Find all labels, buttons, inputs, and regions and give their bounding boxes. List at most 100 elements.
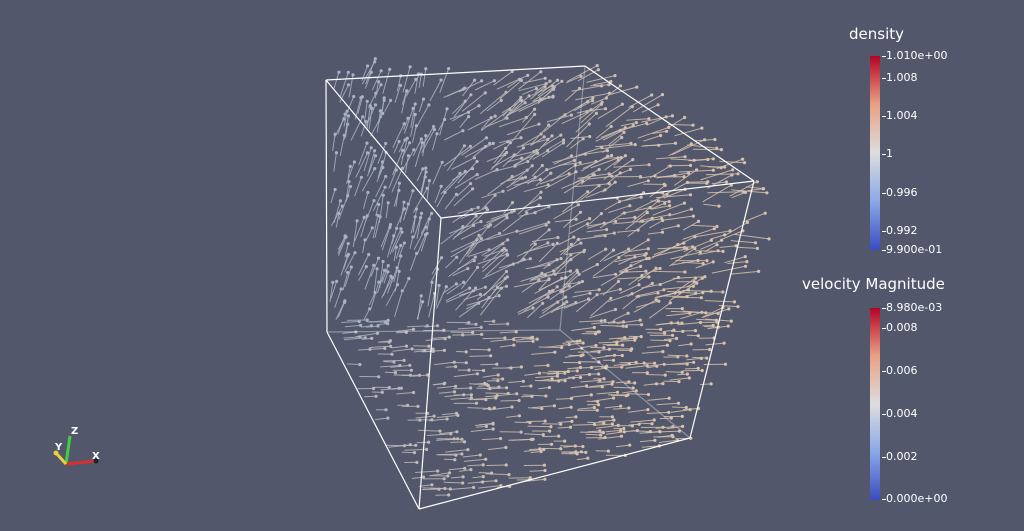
velocity-glyph — [600, 144, 636, 150]
velocity-glyph-head — [493, 114, 497, 118]
velocity-glyph — [450, 243, 474, 258]
velocity-glyph — [340, 255, 349, 276]
velocity-glyph — [370, 258, 379, 277]
velocity-glyph-head — [442, 477, 446, 481]
velocity-glyph-head — [684, 405, 688, 410]
velocity-glyph — [368, 108, 373, 130]
velocity-glyph — [617, 216, 635, 220]
velocity-glyph — [553, 204, 579, 220]
velocity-glyph-head — [389, 98, 393, 102]
velocity-glyph — [403, 118, 409, 130]
velocity-glyph — [635, 193, 668, 211]
velocity-glyph — [633, 94, 663, 113]
velocity-glyph — [594, 367, 606, 371]
velocity-glyph — [442, 283, 457, 295]
velocity-glyph — [529, 229, 550, 247]
velocity-glyph-head — [483, 91, 487, 95]
velocity-glyph-head — [596, 399, 600, 404]
velocity-glyph — [379, 152, 387, 175]
velocity-glyph — [381, 265, 389, 283]
velocity-glyph — [670, 251, 701, 260]
velocity-glyph — [432, 133, 438, 151]
velocity-glyph-head — [439, 78, 443, 82]
velocity-glyph-head — [476, 205, 480, 210]
velocity-glyph — [517, 296, 549, 314]
orientation-axes-glyph — [53, 435, 99, 466]
velocity-glyph-head — [523, 101, 527, 105]
velocity-glyph-head — [388, 67, 392, 71]
velocity-glyph-head — [553, 350, 557, 354]
velocity-glyph — [530, 451, 542, 454]
velocity-glyph-head — [543, 419, 547, 423]
velocity-glyph-head — [658, 282, 662, 287]
velocity-glyph-head — [640, 219, 645, 223]
velocity-glyph-head — [430, 280, 434, 284]
velocity-glyph-head — [596, 68, 601, 72]
velocity-glyph-head — [421, 167, 425, 171]
velocity-glyph-head — [481, 475, 485, 479]
velocity-glyph-head — [540, 163, 544, 168]
velocity-glyph-head — [639, 264, 643, 268]
velocity-glyph-head — [393, 371, 397, 375]
velocity-glyph — [379, 340, 391, 343]
velocity-glyph — [360, 121, 367, 137]
velocity-glyph-head — [503, 336, 507, 340]
velocity-glyph-head — [587, 297, 591, 301]
velocity-glyph — [392, 231, 403, 253]
velocity-glyph — [484, 117, 508, 128]
velocity-legend-title: velocity Magnitude — [802, 275, 945, 293]
velocity-glyph-head — [674, 336, 679, 341]
velocity-glyph — [389, 228, 402, 255]
velocity-glyph — [500, 169, 528, 185]
velocity-glyph — [358, 348, 370, 351]
velocity-glyph-head — [496, 379, 500, 383]
velocity-glyph — [577, 407, 595, 410]
velocity-glyph-head — [555, 285, 559, 289]
velocity-glyph-head — [568, 425, 573, 429]
velocity-glyph-head — [454, 192, 459, 196]
velocity-glyph-head — [495, 362, 499, 366]
velocity-glyph-head — [682, 175, 686, 179]
velocity-glyph-head — [524, 115, 528, 120]
velocity-glyph — [485, 392, 509, 394]
velocity-glyph — [390, 345, 407, 349]
velocity-glyph — [452, 105, 480, 122]
velocity-glyph — [685, 181, 708, 183]
velocity-glyph-head — [453, 458, 457, 462]
velocity-glyph-head — [443, 486, 447, 491]
velocity-glyph — [418, 98, 424, 112]
velocity-glyph-head — [427, 440, 431, 444]
velocity-glyph — [435, 285, 440, 307]
velocity-glyph-head — [629, 141, 633, 145]
velocity-glyph — [448, 467, 465, 471]
velocity-glyph-head — [479, 237, 483, 241]
velocity-glyph — [680, 311, 703, 320]
velocity-glyph-head — [555, 78, 560, 82]
velocity-glyph-head — [483, 381, 487, 385]
velocity-glyph-head — [755, 246, 760, 250]
velocity-glyph-head — [723, 165, 727, 169]
velocity-glyph — [574, 374, 590, 376]
velocity-glyph — [493, 217, 508, 229]
velocity-glyph — [439, 431, 457, 435]
velocity-glyph-head — [680, 370, 684, 374]
velocity-glyph — [470, 428, 494, 432]
domain-outline-box — [325, 65, 755, 510]
velocity-glyph-head — [683, 270, 687, 274]
velocity-glyph-head — [611, 358, 616, 362]
velocity-glyph-head — [484, 457, 488, 461]
velocity-glyph — [620, 196, 642, 202]
velocity-glyph — [337, 236, 346, 250]
velocity-glyph — [572, 424, 595, 426]
velocity-glyph — [561, 111, 588, 125]
velocity-glyph — [620, 122, 637, 127]
velocity-glyph — [392, 123, 405, 148]
orientation-axes: Z Y X — [44, 420, 114, 480]
velocity-glyph — [558, 406, 572, 410]
velocity-glyph — [419, 126, 435, 151]
velocity-glyph — [344, 266, 352, 288]
velocity-glyph-head — [588, 217, 592, 221]
velocity-glyph — [656, 289, 689, 298]
velocity-glyph-head — [469, 182, 473, 186]
